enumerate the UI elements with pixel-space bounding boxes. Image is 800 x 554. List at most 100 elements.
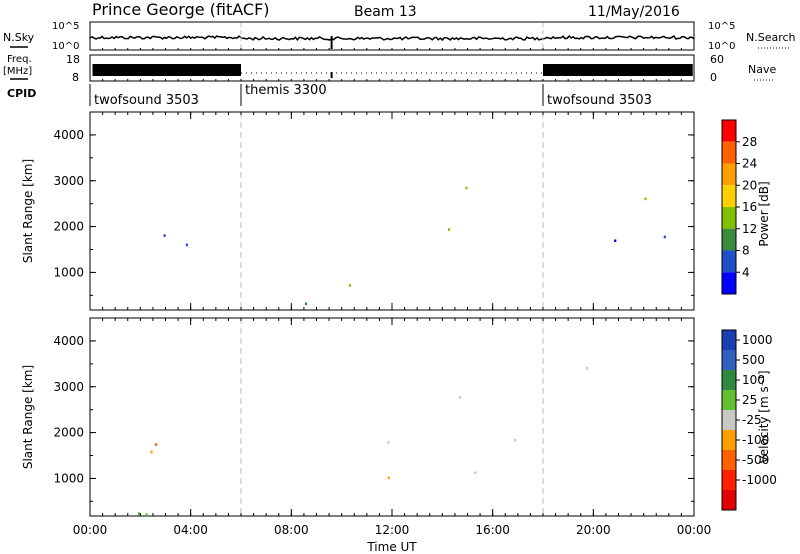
xtick-label: 08:00	[274, 523, 309, 537]
heat-cell	[137, 512, 141, 515]
nsky-trace	[89, 23, 695, 49]
colorbar-swatch	[722, 490, 736, 510]
heat-cell	[304, 302, 308, 305]
ytick-label: 1000	[53, 471, 84, 485]
nsky-left-tick-top: 10^5	[52, 21, 79, 32]
xtick-label: 20:00	[576, 523, 611, 537]
heat-cell	[465, 186, 468, 190]
ytick-label: 2000	[53, 220, 84, 234]
nsky-right-tick-top: 10^5	[708, 21, 735, 32]
heat-cell	[145, 513, 148, 516]
nsky-label: N.Sky	[3, 31, 35, 44]
heat-cell	[663, 235, 666, 239]
colorbar-tick-label: 4	[742, 265, 750, 279]
nave-right-tick-top: 60	[710, 53, 724, 66]
heat-cell	[585, 367, 588, 370]
colorbar-swatch	[722, 228, 736, 251]
colorbar-tick-label: -100	[742, 433, 769, 447]
nsearch-label: N.Search	[746, 31, 796, 44]
xtick-label: 16:00	[475, 523, 510, 537]
colorbar-swatch	[722, 430, 736, 450]
colorbar-swatch	[722, 390, 736, 410]
freq-band-right	[543, 64, 693, 76]
nsky-line	[89, 35, 695, 42]
heat-cell	[163, 234, 166, 237]
cpid-segment-label: twofsound 3503	[94, 93, 199, 108]
xaxis-label: Time UT	[366, 540, 417, 554]
velocity-colorbar-label: Velocity [m s⁻¹]	[757, 370, 771, 463]
power-ylabel: Slant Range [km]	[21, 159, 35, 263]
colorbar-swatch	[722, 207, 736, 229]
plot-title: Prince George (fitACF)	[92, 0, 270, 19]
velocity-colorbar: 1000 500 100 25 -25 -100 -500 -1000	[721, 329, 777, 511]
colorbar-tick-label: 1000	[742, 333, 773, 347]
colorbar-tick-label: -500	[742, 453, 769, 467]
colorbar-swatch	[722, 120, 736, 142]
velocity-heatmap	[137, 367, 588, 516]
nsky-panel	[89, 21, 695, 51]
heat-cell	[387, 476, 390, 480]
colorbar-swatch	[722, 185, 736, 207]
ytick-label: 3000	[53, 380, 84, 394]
freq-band-left	[92, 64, 242, 76]
time-xaxis: 00:00 04:00 08:00 12:00 16:00 20:00 00:00	[73, 48, 712, 537]
heat-cell	[513, 438, 517, 442]
colorbar-tick-label: 12	[742, 222, 757, 236]
xtick-label: 00:00	[677, 523, 712, 537]
colorbar-swatch	[722, 330, 736, 350]
heat-cell	[348, 284, 351, 287]
colorbar-swatch	[722, 470, 736, 490]
xtick-label: 04:00	[173, 523, 208, 537]
colorbar-tick-label: 28	[742, 135, 757, 149]
heat-cell	[155, 443, 158, 446]
cpid-row: twofsound 3503 themis 3300 twofsound 3503	[89, 83, 652, 108]
colorbar-tick-label: 100	[742, 373, 765, 387]
nave-label: Nave	[748, 63, 776, 76]
power-panel	[89, 111, 695, 311]
ytick-label: 1000	[53, 265, 84, 279]
colorbar-tick-label: 16	[742, 200, 757, 214]
power-colorbar: 28 24 20 16 12 8 4	[721, 119, 757, 295]
date-label: 11/May/2016	[588, 4, 680, 20]
freq-left-tick-top: 18	[66, 53, 80, 66]
freq-left-tick-bottom: 8	[72, 71, 79, 84]
heat-cell	[185, 243, 188, 247]
heat-cell	[387, 441, 390, 444]
velocity-yaxis: 4000 3000 2000 1000	[53, 318, 694, 516]
freq-trace	[92, 64, 693, 78]
colorbar-swatch	[722, 370, 736, 390]
colorbar-tick-label: 20	[742, 178, 757, 192]
heat-cell	[458, 396, 462, 399]
beam-label: Beam 13	[354, 4, 417, 20]
heat-cell	[614, 239, 617, 242]
nsky-right-tick-bottom: 10^0	[708, 41, 735, 52]
velocity-ylabel: Slant Range [km]	[21, 365, 35, 469]
colorbar-swatch	[722, 350, 736, 370]
colorbar-swatch	[722, 410, 736, 430]
power-yaxis: 4000 3000 2000 1000	[53, 112, 694, 310]
heat-cell	[474, 471, 477, 475]
colorbar-tick-label: 500	[742, 353, 765, 367]
colorbar-tick-label: -1000	[742, 473, 777, 487]
power-colorbar-label: Power [dB]	[757, 181, 771, 246]
xtick-label: 12:00	[375, 523, 410, 537]
power-heatmap	[163, 186, 666, 305]
colorbar-swatch	[722, 450, 736, 470]
nave-right-tick-bottom: 0	[710, 71, 717, 84]
colorbar-swatch	[722, 141, 736, 164]
colorbar-swatch	[722, 250, 736, 273]
colorbar-tick-label: -25	[742, 413, 762, 427]
ytick-label: 2000	[53, 426, 84, 440]
freq-label: Freq.	[7, 54, 32, 65]
heat-cell	[447, 228, 451, 231]
ytick-label: 3000	[53, 174, 84, 188]
colorbar-tick-label: 24	[742, 157, 757, 171]
heat-cell	[150, 450, 153, 454]
nsky-left-tick-bottom: 10^0	[52, 41, 79, 52]
velocity-panel	[89, 317, 695, 517]
heat-cell	[644, 197, 647, 201]
cpid-segment-label: twofsound 3503	[547, 93, 652, 108]
freq-unit-label: [MHz]	[3, 66, 32, 77]
ytick-label: 4000	[53, 334, 84, 348]
